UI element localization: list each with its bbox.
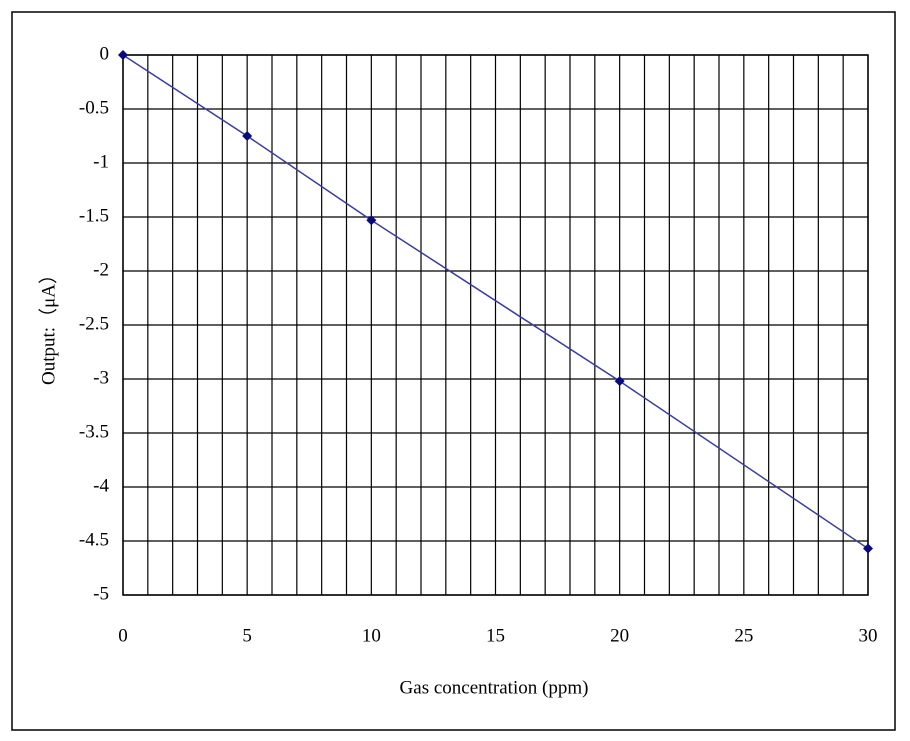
y-tick-label: -4 [93,475,109,496]
outer-frame [11,11,896,731]
data-point [863,543,873,554]
y-tick-label: -0.5 [79,97,109,118]
x-tick-label: 10 [362,625,381,646]
x-axis-label: Gas concentration (ppm) [400,677,589,698]
y-tick-label: -1 [93,151,109,172]
y-tick-label: -3 [93,367,109,388]
y-tick-label: -3.5 [79,421,109,442]
data-point [366,215,377,226]
y-axis-label: Output:（μA） [37,265,59,385]
y-tick-label: -1.5 [79,205,109,226]
plot-frame [122,54,869,596]
x-tick-label: 30 [859,625,878,646]
data-point [118,50,128,60]
y-tick-label: 0 [100,43,110,64]
data-point [614,376,625,387]
y-tick-label: -4.5 [79,529,109,550]
x-tick-label: 20 [610,625,629,646]
x-tick-label: 0 [118,625,128,646]
y-tick-label: -2.5 [79,313,109,334]
x-tick-label: 15 [486,625,505,646]
x-tick-label: 25 [734,625,753,646]
x-tick-label: 5 [242,625,252,646]
y-tick-label: -2 [93,259,109,280]
y-tick-label: -5 [93,583,109,604]
data-point [242,131,253,141]
